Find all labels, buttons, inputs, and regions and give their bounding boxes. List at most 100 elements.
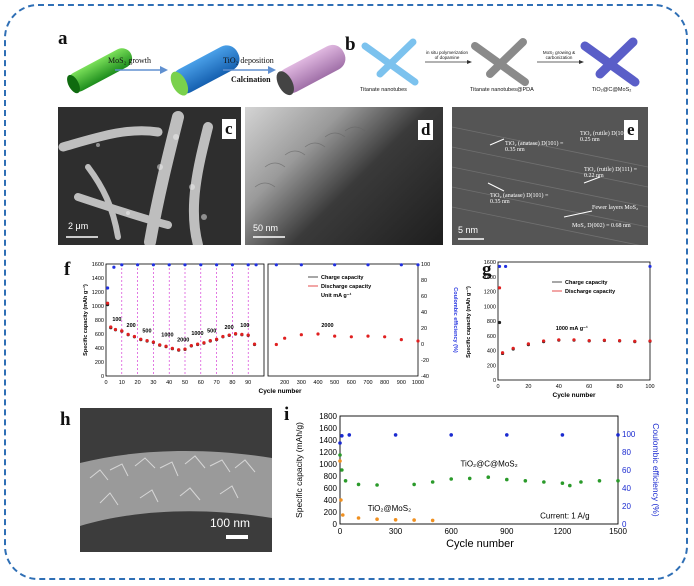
y2-tick-label: 100 — [421, 262, 430, 268]
chart-i: 0200400600800100012001400160018000204060… — [294, 412, 661, 550]
discharge-capacity-point — [202, 341, 206, 345]
scale-label-h: 100 nm — [210, 516, 251, 530]
discharge-capacity-point — [542, 339, 546, 343]
discharge-capacity-point — [349, 335, 353, 339]
y2-tick-label: 40 — [622, 484, 631, 493]
discharge-capacity-point — [227, 333, 231, 337]
coulombic-efficiency-point — [215, 263, 219, 267]
hrtem-image-e: TiO₂ (anatase) D(101) = 0.35 nm TiO₂ (ru… — [452, 107, 648, 245]
x-tick-label: 1000 — [412, 380, 424, 386]
coulombic-efficiency-point — [254, 263, 258, 267]
coulombic-efficiency-point — [449, 433, 453, 437]
scheme-a-step2-line1: TiO₂ deposition — [223, 56, 274, 65]
y-tick-label: 0 — [493, 378, 496, 384]
scheme-b — [361, 37, 640, 87]
panel-label-g: g — [482, 259, 492, 280]
panel-label-a: a — [58, 28, 68, 49]
y2-tick-label: 80 — [622, 448, 631, 457]
coulombic-efficiency-point — [393, 433, 398, 437]
panel-label-f: f — [64, 259, 71, 280]
x-tick-label: 300 — [297, 380, 306, 386]
tio-c-mos--point — [597, 479, 602, 483]
x-tick-label: 20 — [525, 384, 531, 390]
tio-mos--point — [339, 498, 343, 502]
scheme-b-label2: Titanate nanotubes@PDA — [470, 87, 534, 93]
coulombic-efficiency-point — [112, 265, 116, 269]
charge-capacity-point — [497, 320, 502, 325]
tio-c-mos--point — [568, 483, 572, 488]
rate-label: 1000 — [191, 331, 203, 337]
annotation-e-6: MoS₂ D(002) = 0.68 nm — [572, 223, 631, 229]
y-tick-label: 600 — [324, 484, 338, 493]
discharge-capacity-point — [274, 342, 278, 347]
sem-image-c: 2 μm — [58, 107, 241, 245]
coulombic-efficiency-point — [616, 433, 620, 437]
discharge-capacity-point — [145, 339, 149, 343]
coulombic-efficiency-point — [340, 434, 344, 438]
annotation-e-4: TiO₂ (anatase) D(101) = 0.35 nm — [490, 193, 549, 205]
y-tick-label: 1200 — [484, 290, 496, 296]
y-tick-label: 200 — [95, 360, 104, 366]
tio-c-mos--point — [356, 482, 361, 487]
y-tick-label: 0 — [333, 520, 338, 529]
sem-image-h: 100 nm — [80, 408, 272, 552]
panel-label-d: d — [418, 120, 434, 140]
discharge-capacity-point — [221, 334, 225, 339]
discharge-capacity-point — [399, 338, 403, 342]
legend-discharge-label: Discharge capacity — [565, 289, 616, 295]
discharge-capacity-point — [252, 342, 257, 346]
discharge-capacity-point — [151, 340, 155, 344]
y-tick-label: 1400 — [484, 275, 496, 281]
y-tick-label: 600 — [487, 334, 496, 340]
coulombic-efficiency-point — [274, 263, 278, 267]
discharge-capacity-point — [526, 342, 530, 346]
y-axis-label: Specific capacity (mAh g⁻¹) — [465, 286, 472, 358]
rate-label: 500 — [142, 328, 151, 334]
discharge-capacity-point — [316, 332, 320, 336]
discharge-capacity-point — [246, 333, 250, 337]
tio-c-mos--point — [375, 483, 379, 487]
coulombic-efficiency-point — [105, 286, 110, 290]
discharge-capacity-point — [500, 351, 505, 355]
rate-label: 200 — [127, 323, 136, 329]
x-tick-label: 10 — [119, 380, 125, 386]
coulombic-efficiency-point — [497, 264, 502, 269]
tio-c-mos--point — [579, 480, 583, 484]
tio-mos--point — [356, 516, 361, 520]
discharge-capacity-point — [602, 338, 606, 342]
y-tick-label: 1400 — [92, 276, 104, 282]
scale-label-d: 50 nm — [253, 223, 279, 233]
x-tick-label: 40 — [166, 380, 172, 386]
x-tick-label: 40 — [556, 384, 562, 390]
coulombic-efficiency-point — [136, 263, 140, 267]
x-tick-label: 100 — [645, 384, 654, 390]
tio-mos--point — [340, 513, 345, 517]
panel-label-i: i — [284, 404, 290, 425]
discharge-capacity-point — [208, 339, 212, 343]
discharge-capacity-point — [633, 339, 637, 343]
x-tick-label: 900 — [500, 527, 514, 536]
discharge-capacity-point — [113, 327, 118, 332]
coulombic-efficiency-point — [120, 263, 124, 267]
y-tick-label: 800 — [487, 319, 496, 325]
x-tick-label: 0 — [496, 384, 499, 390]
coulombic-efficiency-point — [648, 264, 652, 269]
y-tick-label: 800 — [324, 472, 338, 481]
x-tick-label: 500 — [330, 380, 339, 386]
y-tick-label: 800 — [95, 318, 104, 324]
panel-label-c: c — [222, 119, 236, 139]
y2-tick-label: 60 — [421, 294, 427, 300]
y2-tick-label: 0 — [421, 342, 424, 348]
rate-label: 1000 — [161, 333, 173, 339]
tube-pink — [276, 44, 346, 96]
x-tick-label: 70 — [214, 380, 220, 386]
annotation-e-5: Fewer layers MoS₂ — [592, 205, 639, 211]
scheme-a-step1: MoS₂ growth — [108, 56, 152, 65]
discharge-capacity-point — [164, 344, 168, 348]
scheme-b-step1: in situ polymerization of dopamine — [425, 50, 469, 60]
tio-c-mos--point — [505, 477, 509, 482]
annotation-current: 1000 mA g⁻¹ — [556, 325, 588, 332]
x-tick-label: 800 — [380, 380, 389, 386]
tio-c-mos--point — [340, 468, 344, 472]
series-label-tio2-c-mos2: TiO₂@C@MoS₂ — [460, 459, 517, 468]
